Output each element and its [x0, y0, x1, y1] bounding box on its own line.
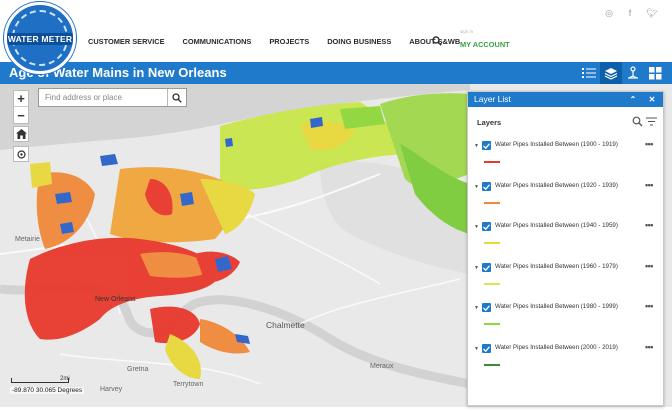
- place-label-metairie: Metairie: [15, 236, 40, 243]
- expand-caret-icon[interactable]: ▼: [474, 265, 479, 271]
- layers-heading: Layers: [477, 118, 502, 127]
- layer-swatch: [484, 364, 500, 366]
- layer-label: Water Pipes Installed Between (1900 - 19…: [495, 141, 618, 148]
- layer-item[interactable]: ▼ Water Pipes Installed Between (1940 - …: [474, 220, 656, 259]
- checkmark-icon: [483, 345, 490, 352]
- layer-swatch: [484, 161, 500, 163]
- share-button[interactable]: [622, 62, 644, 84]
- home-icon: [15, 129, 27, 139]
- place-label-new-orleans: New Orleans: [95, 296, 136, 303]
- legend-button[interactable]: [578, 62, 600, 84]
- checkmark-icon: [483, 183, 490, 190]
- layer-swatch: [484, 202, 500, 204]
- zoom-in-button[interactable]: +: [14, 91, 28, 107]
- place-label-harvey: Harvey: [100, 386, 123, 393]
- checkmark-icon: [483, 223, 490, 230]
- legend-icon: [582, 68, 596, 78]
- layer-label: Water Pipes Installed Between (1960 - 19…: [495, 263, 618, 270]
- layer-list-header: Layer List ⌃ ✕: [468, 92, 663, 107]
- layer-item[interactable]: ▼ Water Pipes Installed Between (1960 - …: [474, 261, 656, 300]
- swb-logo[interactable]: WATER METER: [4, 2, 76, 74]
- layer-swatch: [484, 283, 500, 285]
- more-options-icon[interactable]: •••: [645, 180, 653, 190]
- nav-customer-service[interactable]: CUSTOMER SERVICE: [88, 37, 165, 46]
- magnifier-icon: [172, 92, 182, 103]
- nav-about[interactable]: ABOUT S&WB: [409, 37, 461, 46]
- place-label-terrytown: Terrytown: [173, 381, 204, 388]
- layer-list-title: Layer List: [474, 94, 511, 104]
- layer-visibility-checkbox[interactable]: [482, 141, 491, 150]
- layer-item[interactable]: ▼ Water Pipes Installed Between (2000 - …: [474, 342, 656, 381]
- layer-label: Water Pipes Installed Between (1920 - 19…: [495, 182, 618, 189]
- layer-visibility-checkbox[interactable]: [482, 263, 491, 272]
- layer-visibility-checkbox[interactable]: [482, 344, 491, 353]
- pipe-network: [24, 93, 470, 379]
- nav-doing-business[interactable]: DOING BUSINESS: [327, 37, 392, 46]
- search-icon[interactable]: [432, 36, 442, 46]
- expand-caret-icon[interactable]: ▼: [474, 184, 479, 190]
- layer-label: Water Pipes Installed Between (2000 - 20…: [495, 344, 618, 351]
- main-nav: CUSTOMER SERVICE COMMUNICATIONS PROJECTS…: [88, 37, 478, 46]
- layer-item[interactable]: ▼ Water Pipes Installed Between (1920 - …: [474, 180, 656, 219]
- expand-caret-icon[interactable]: ▼: [474, 305, 479, 311]
- more-options-icon[interactable]: •••: [645, 342, 653, 352]
- zoom-out-button[interactable]: −: [17, 107, 25, 123]
- more-options-icon[interactable]: •••: [645, 139, 653, 149]
- expand-caret-icon[interactable]: ▼: [474, 346, 479, 352]
- collapse-panel-icon[interactable]: ⌃: [629, 95, 637, 104]
- basemap-gallery-button[interactable]: [644, 62, 666, 84]
- nav-projects[interactable]: PROJECTS: [269, 37, 310, 46]
- twitter-icon[interactable]: 🐦︎: [646, 8, 658, 18]
- checkmark-icon: [483, 142, 490, 149]
- account-sign-in-text: sign in: [460, 29, 474, 34]
- zoom-control: + −: [13, 90, 29, 124]
- place-label-chalmette: Chalmette: [266, 320, 305, 330]
- coordinate-readout: -89.870 30.065 Degrees: [10, 387, 85, 394]
- address-search-button[interactable]: [167, 89, 186, 106]
- place-label-gretna: Gretna: [127, 366, 149, 373]
- logo-text: WATER METER: [7, 33, 73, 45]
- more-options-icon[interactable]: •••: [645, 261, 653, 271]
- site-header: WATER METER CUSTOMER SERVICE COMMUNICATI…: [0, 0, 672, 74]
- expand-caret-icon[interactable]: ▼: [474, 224, 479, 230]
- layer-swatch: [484, 323, 500, 325]
- app-title-bar: Age of Water Mains in New Orleans: [0, 62, 672, 84]
- share-icon: [628, 66, 638, 79]
- my-account-link[interactable]: sign in MY ACCOUNT: [460, 29, 510, 52]
- instagram-icon[interactable]: ◎: [605, 8, 613, 18]
- checkmark-icon: [483, 304, 490, 311]
- address-search: [38, 88, 187, 107]
- locate-icon: [16, 149, 26, 159]
- layer-visibility-checkbox[interactable]: [482, 182, 491, 191]
- scale-bar: [11, 378, 69, 383]
- locate-button[interactable]: [13, 146, 29, 162]
- close-panel-icon[interactable]: ✕: [648, 95, 656, 104]
- checkmark-icon: [483, 264, 490, 271]
- nav-communications[interactable]: COMMUNICATIONS: [182, 37, 252, 46]
- layer-swatch: [484, 242, 500, 244]
- layers-button[interactable]: [600, 62, 622, 84]
- address-search-input[interactable]: [39, 89, 167, 106]
- scale-label: 2mi: [60, 376, 70, 382]
- place-label-meraux: Meraux: [370, 363, 394, 370]
- layer-options-icon[interactable]: [646, 116, 657, 127]
- layer-list-panel: Layer List ⌃ ✕ Layers ▼ Water Pipes Inst…: [467, 91, 664, 406]
- layers-icon: [604, 67, 618, 80]
- layer-item[interactable]: ▼ Water Pipes Installed Between (1980 - …: [474, 301, 656, 340]
- facebook-icon[interactable]: f: [628, 8, 632, 18]
- app-title: Age of Water Mains in New Orleans: [9, 65, 227, 80]
- basemap-gallery-icon: [648, 66, 661, 79]
- home-button[interactable]: [13, 126, 29, 142]
- layer-visibility-checkbox[interactable]: [482, 222, 491, 231]
- layer-label: Water Pipes Installed Between (1980 - 19…: [495, 303, 618, 310]
- account-label: MY ACCOUNT: [460, 40, 510, 49]
- layer-label: Water Pipes Installed Between (1940 - 19…: [495, 222, 618, 229]
- more-options-icon[interactable]: •••: [645, 301, 653, 311]
- expand-caret-icon[interactable]: ▼: [474, 143, 479, 149]
- layer-item[interactable]: ▼ Water Pipes Installed Between (1900 - …: [474, 139, 656, 178]
- search-layers-icon[interactable]: [632, 116, 643, 127]
- more-options-icon[interactable]: •••: [645, 220, 653, 230]
- layer-visibility-checkbox[interactable]: [482, 303, 491, 312]
